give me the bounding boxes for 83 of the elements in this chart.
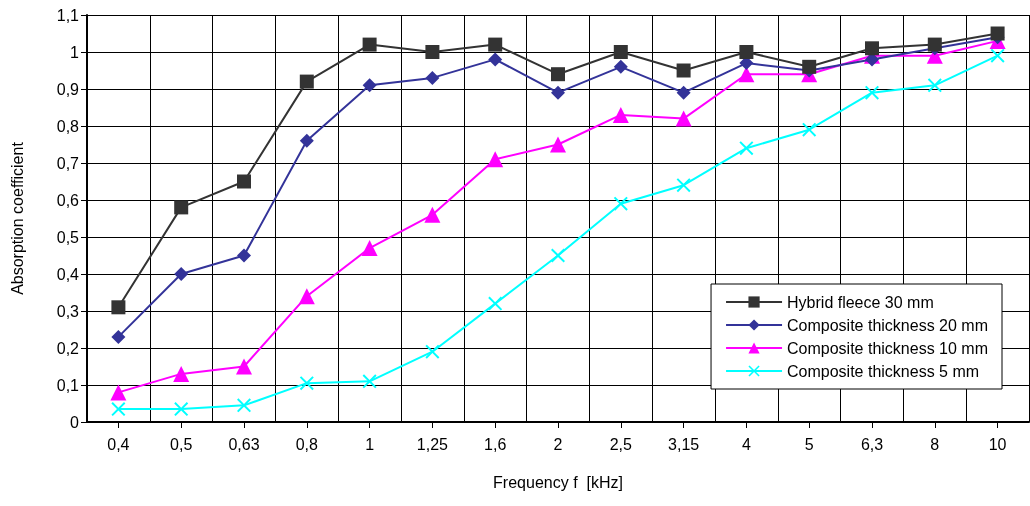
point [802, 122, 817, 137]
point [488, 37, 503, 52]
point [487, 151, 504, 168]
legend-label: Composite thickness 10 mm [787, 339, 989, 357]
point [551, 67, 565, 82]
x-tick-label: 0,8 [295, 435, 319, 453]
point [424, 206, 441, 223]
y-tick-label: 1,1 [56, 6, 80, 24]
point [990, 26, 1005, 41]
x-tick-label: 4 [741, 435, 751, 453]
x-tick-label: 0,5 [170, 435, 193, 453]
point [236, 358, 252, 375]
point [362, 374, 377, 389]
y-tick-label: 0,3 [56, 302, 80, 320]
x-tick-label: 2,5 [609, 435, 633, 453]
point [802, 59, 817, 74]
point [362, 37, 377, 52]
legend-label: Composite thickness 20 mm [787, 316, 989, 334]
x-tick-label: 1,25 [416, 435, 449, 453]
x-axis-title: Frequency f [kHz] [493, 473, 623, 491]
point [675, 110, 692, 127]
x-tick-label: 2 [553, 435, 563, 453]
point [111, 402, 126, 417]
x-tick-label: 1 [365, 435, 375, 453]
x-tick-label: 3,15 [668, 435, 700, 453]
point [425, 70, 440, 85]
x-tick-label: 6,3 [860, 435, 884, 453]
point [550, 136, 566, 153]
x-tick-label: 0,63 [228, 435, 260, 453]
point [488, 52, 503, 67]
point [299, 133, 314, 148]
y-axis-title: Absorption coefficient [8, 141, 26, 295]
point [237, 174, 251, 189]
x-tick-label: 10 [988, 435, 1007, 453]
point [865, 85, 879, 100]
point [551, 85, 565, 100]
point [927, 37, 942, 52]
y-tick-label: 0,1 [56, 376, 80, 394]
legend-label: Hybrid fleece 30 mm [787, 293, 934, 311]
x-tick-label: 0,4 [107, 435, 130, 453]
point [613, 45, 628, 59]
point [488, 296, 503, 311]
point [739, 45, 754, 59]
point [425, 344, 440, 359]
point [738, 66, 755, 83]
point [865, 41, 879, 56]
legend-label: Composite thickness 5 mm [787, 362, 980, 380]
point [111, 300, 126, 315]
y-tick-label: 0,2 [56, 339, 80, 357]
point [425, 45, 440, 59]
point [298, 288, 315, 305]
y-tick-label: 0,8 [56, 117, 80, 135]
point [613, 59, 628, 74]
point [237, 398, 251, 413]
y-tick-label: 0,6 [56, 191, 80, 209]
point [362, 78, 377, 93]
point [676, 63, 691, 78]
point [174, 402, 189, 417]
y-tick-label: 0,4 [56, 265, 80, 283]
y-tick-label: 0,7 [56, 154, 80, 172]
point [174, 267, 189, 281]
point [676, 85, 691, 100]
point [361, 240, 378, 257]
y-tick-label: 0,9 [56, 80, 80, 98]
point [110, 384, 127, 401]
point [676, 178, 691, 193]
y-tick-label: 0 [70, 413, 80, 431]
point [927, 78, 942, 93]
point [990, 48, 1005, 63]
x-tick-label: 1,6 [484, 435, 507, 453]
point [299, 376, 314, 391]
point [299, 74, 314, 89]
point [111, 329, 126, 344]
point [174, 200, 189, 215]
point [612, 106, 629, 123]
point [237, 248, 251, 263]
x-tick-label: 8 [930, 435, 940, 453]
point [739, 141, 754, 156]
x-tick-label: 5 [804, 435, 814, 453]
point [173, 365, 190, 382]
y-tick-label: 0,5 [56, 228, 80, 246]
y-tick-label: 1 [70, 43, 80, 61]
point [613, 196, 628, 211]
